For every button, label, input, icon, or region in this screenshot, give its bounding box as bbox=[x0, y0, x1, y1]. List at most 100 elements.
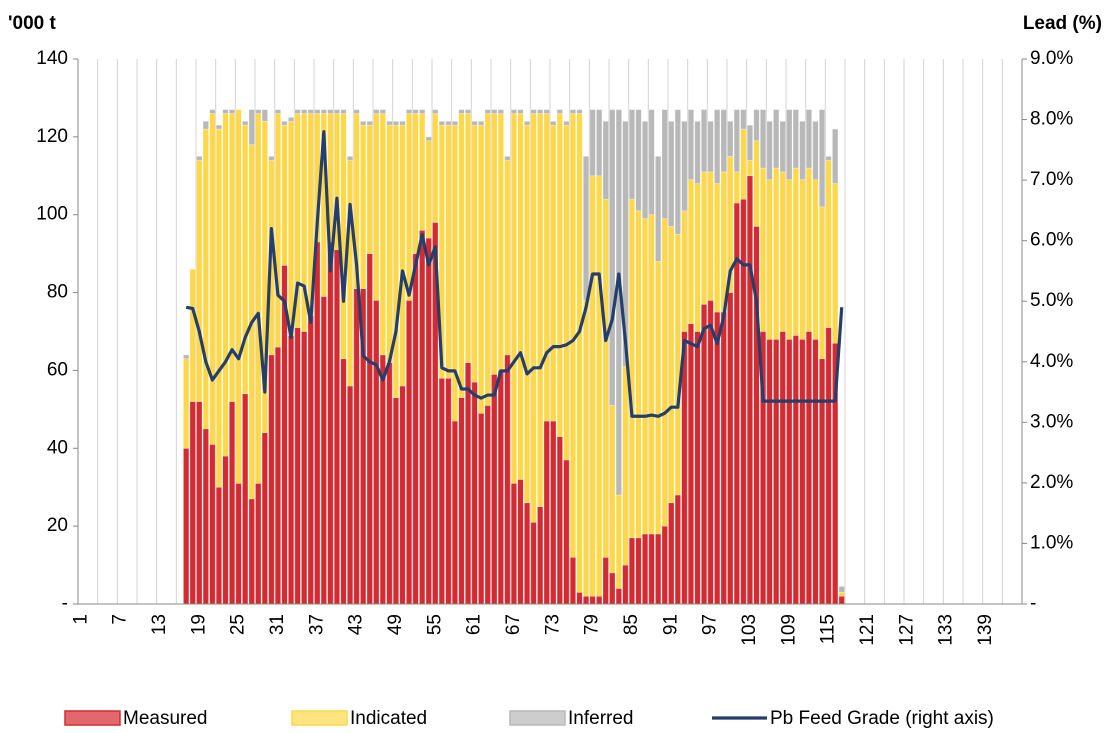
bar-segment bbox=[340, 358, 347, 605]
bar-segment bbox=[674, 109, 681, 235]
bar-segment bbox=[727, 120, 734, 157]
bar-segment bbox=[576, 113, 583, 593]
bar-segment bbox=[504, 159, 511, 356]
bar-segment bbox=[819, 109, 826, 208]
bar-segment bbox=[333, 109, 340, 114]
bar-segment bbox=[602, 198, 609, 558]
bar-segment bbox=[458, 397, 465, 605]
bar-segment bbox=[524, 502, 531, 605]
bar-segment bbox=[504, 156, 511, 161]
bar-segment bbox=[720, 109, 727, 173]
bar-segment bbox=[406, 113, 413, 301]
bar-segment bbox=[425, 136, 432, 142]
bar-segment bbox=[274, 346, 281, 605]
bar-segment bbox=[274, 109, 281, 114]
bar-segment bbox=[622, 564, 629, 605]
bar-segment bbox=[353, 109, 360, 114]
bar-segment bbox=[596, 595, 603, 605]
bar-segment bbox=[609, 572, 616, 605]
bar-segment bbox=[550, 124, 557, 422]
bar-segment bbox=[235, 109, 242, 484]
bar-segment bbox=[294, 327, 301, 605]
bar-segment bbox=[589, 595, 596, 605]
bar-segment bbox=[655, 261, 662, 535]
bar-segment bbox=[274, 113, 281, 348]
y2-tick-label: 2.0% bbox=[1030, 472, 1073, 493]
bar-segment bbox=[419, 109, 426, 114]
bar-segment bbox=[602, 556, 609, 605]
bar-segment bbox=[622, 120, 629, 367]
bar-segment bbox=[419, 229, 426, 605]
bar-segment bbox=[432, 113, 439, 223]
bar-segment bbox=[222, 113, 229, 457]
y-tick-label: 120 bbox=[36, 126, 68, 147]
bar-segment bbox=[189, 268, 196, 402]
bar-segment bbox=[615, 494, 622, 589]
bar-segment bbox=[379, 113, 386, 356]
bar-segment bbox=[510, 483, 517, 605]
bar-segment bbox=[248, 109, 255, 145]
bar-segment bbox=[268, 354, 275, 605]
bar-segment bbox=[215, 124, 222, 130]
bar-segment bbox=[517, 479, 524, 605]
bar-segment bbox=[773, 167, 780, 340]
bar-segment bbox=[524, 124, 531, 504]
bar-segment bbox=[392, 397, 399, 605]
bar-segment bbox=[674, 494, 681, 605]
x-tick-label: 31 bbox=[267, 614, 288, 635]
y-tick-label: 140 bbox=[36, 48, 68, 69]
x-tick-label: 1 bbox=[70, 614, 91, 625]
bar-segment bbox=[727, 292, 734, 605]
bar-segment bbox=[583, 156, 590, 301]
bar-segment bbox=[471, 124, 478, 383]
bar-segment bbox=[766, 179, 773, 340]
bar-segment bbox=[832, 183, 839, 344]
x-tick-label: 49 bbox=[385, 614, 406, 635]
bar-segment bbox=[294, 109, 301, 114]
bar-segment bbox=[471, 120, 478, 126]
bar-segment bbox=[668, 502, 675, 605]
bar-segment bbox=[432, 109, 439, 114]
x-tick-label: 25 bbox=[228, 614, 249, 635]
bar-segment bbox=[537, 113, 544, 507]
bar-segment bbox=[255, 113, 262, 484]
x-tick-label: 121 bbox=[857, 614, 878, 646]
bar-segment bbox=[360, 124, 367, 289]
bar-segment bbox=[215, 128, 222, 488]
bar-segment bbox=[753, 109, 760, 142]
bar-segment bbox=[596, 109, 603, 177]
bar-segment bbox=[229, 401, 236, 605]
bar-segment bbox=[583, 300, 590, 597]
line-series bbox=[185, 130, 844, 418]
bar-segment bbox=[583, 595, 590, 605]
bar-segment bbox=[792, 109, 799, 169]
legend-label: Indicated bbox=[350, 708, 427, 729]
bar-segment bbox=[655, 156, 662, 262]
y-tick-label: - bbox=[62, 593, 68, 614]
bar-segment bbox=[799, 120, 806, 180]
bar-segment bbox=[314, 241, 321, 605]
y2-axis-title: Lead (%) bbox=[1023, 13, 1102, 34]
bar-segment bbox=[327, 241, 334, 605]
bar-segment bbox=[832, 128, 839, 184]
bar-segment bbox=[556, 113, 563, 437]
y-tick-label: 20 bbox=[47, 515, 68, 536]
bar-segment bbox=[628, 109, 635, 200]
bar-segment bbox=[786, 338, 793, 605]
bar-segment bbox=[307, 315, 314, 605]
bar-segment bbox=[425, 237, 432, 605]
bar-segment bbox=[537, 506, 544, 605]
bar-segment bbox=[825, 159, 832, 328]
bar-segment bbox=[707, 171, 714, 301]
bar-segment bbox=[733, 109, 740, 173]
bar-segment bbox=[281, 120, 288, 126]
bar-segment bbox=[661, 218, 668, 527]
legend-swatch bbox=[291, 710, 348, 726]
x-tick-label: 37 bbox=[306, 614, 327, 635]
bar-segment bbox=[229, 113, 236, 402]
bar-segment bbox=[609, 109, 616, 406]
bar-segment bbox=[635, 210, 642, 539]
bar-segment bbox=[537, 109, 544, 114]
bar-segment bbox=[661, 109, 668, 219]
